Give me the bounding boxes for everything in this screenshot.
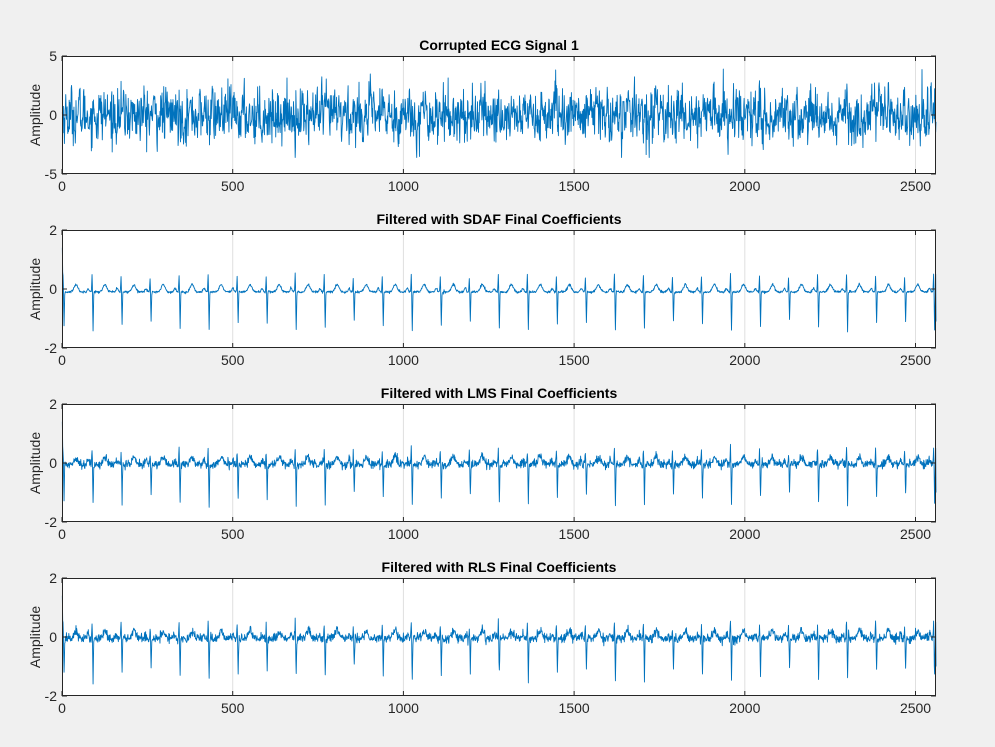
x-tick-label: 0: [58, 526, 66, 542]
x-tick-label: 2500: [900, 352, 931, 368]
x-tick-label: 0: [58, 178, 66, 194]
y-tick-label: 5: [49, 48, 57, 64]
y-axis-label: Amplitude: [27, 432, 43, 494]
series-line: [61, 247, 937, 333]
x-tick-label: 0: [58, 700, 66, 716]
y-axis-label: Amplitude: [27, 84, 43, 146]
x-tick-label: 2000: [729, 352, 760, 368]
y-tick-label: 0: [49, 629, 57, 645]
y-tick-label: -2: [45, 340, 58, 356]
x-tick-label: 1000: [388, 178, 419, 194]
x-tick-label: 500: [221, 352, 245, 368]
y-tick-label: -2: [45, 514, 58, 530]
x-tick-label: 2500: [900, 700, 931, 716]
y-tick-label: 2: [49, 222, 57, 238]
y-tick-label: -2: [45, 688, 58, 704]
x-tick-label: 0: [58, 352, 66, 368]
x-tick-label: 1500: [559, 526, 590, 542]
x-tick-label: 1500: [559, 352, 590, 368]
y-tick-label: 0: [49, 107, 57, 123]
series-line: [61, 595, 937, 685]
y-axis-label: Amplitude: [27, 606, 43, 668]
series-line: [61, 421, 937, 508]
x-tick-label: 500: [221, 526, 245, 542]
x-tick-label: 1500: [559, 700, 590, 716]
x-tick-label: 2000: [729, 700, 760, 716]
chart-title: Filtered with LMS Final Coefficients: [381, 385, 618, 401]
x-tick-label: 500: [221, 178, 245, 194]
chart-title: Filtered with SDAF Final Coefficients: [376, 211, 621, 227]
x-tick-label: 2500: [900, 178, 931, 194]
x-tick-label: 2000: [729, 526, 760, 542]
x-tick-label: 1000: [388, 352, 419, 368]
series-line: [61, 68, 937, 158]
y-tick-label: 2: [49, 396, 57, 412]
x-tick-label: 2000: [729, 178, 760, 194]
y-tick-label: 0: [49, 455, 57, 471]
chart-title: Filtered with RLS Final Coefficients: [382, 559, 617, 575]
y-tick-label: -5: [45, 166, 58, 182]
x-tick-label: 1000: [388, 700, 419, 716]
y-tick-label: 0: [49, 281, 57, 297]
chart-title: Corrupted ECG Signal 1: [419, 37, 579, 53]
x-tick-label: 1000: [388, 526, 419, 542]
x-tick-label: 2500: [900, 526, 931, 542]
x-tick-label: 500: [221, 700, 245, 716]
y-tick-label: 2: [49, 570, 57, 586]
x-tick-label: 1500: [559, 178, 590, 194]
y-axis-label: Amplitude: [27, 258, 43, 320]
